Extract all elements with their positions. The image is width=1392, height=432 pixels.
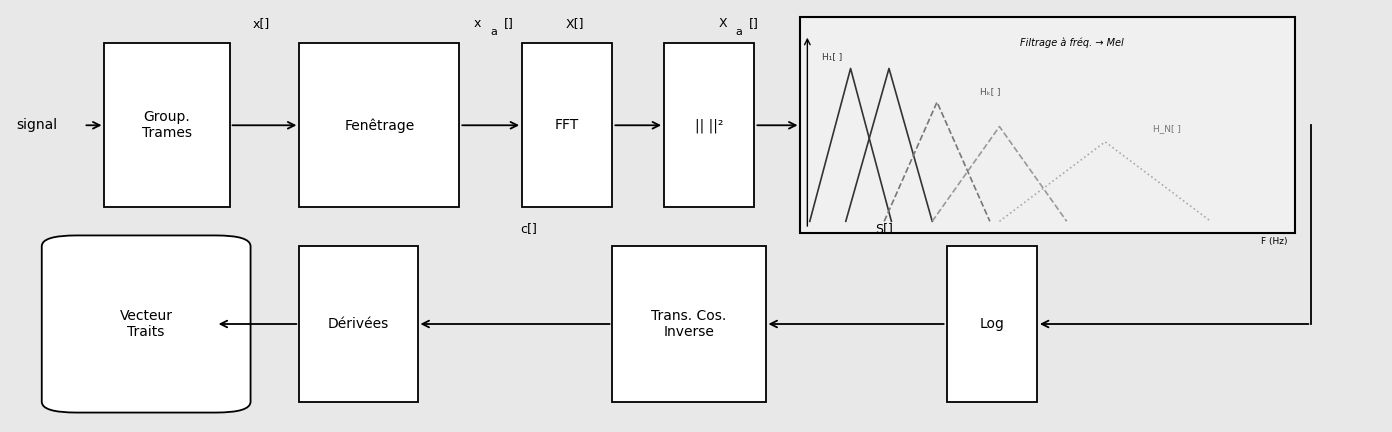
FancyBboxPatch shape (947, 246, 1037, 402)
FancyBboxPatch shape (800, 17, 1295, 233)
Text: X[]: X[] (565, 17, 585, 30)
Text: x[]: x[] (253, 17, 270, 30)
Text: FFT: FFT (555, 118, 579, 132)
Text: Fenêtrage: Fenêtrage (344, 118, 415, 133)
FancyBboxPatch shape (299, 246, 418, 402)
Text: []: [] (504, 17, 514, 30)
Text: Trans. Cos.
Inverse: Trans. Cos. Inverse (651, 309, 727, 339)
FancyBboxPatch shape (612, 246, 766, 402)
FancyBboxPatch shape (664, 43, 754, 207)
Text: []: [] (749, 17, 759, 30)
Text: Group.
Trames: Group. Trames (142, 110, 192, 140)
Text: x: x (473, 17, 480, 30)
Text: signal: signal (17, 118, 58, 132)
Text: Log: Log (980, 317, 1004, 331)
Text: || ||²: || ||² (695, 118, 724, 133)
Text: S[]: S[] (876, 222, 892, 235)
FancyBboxPatch shape (299, 43, 459, 207)
Text: X: X (718, 17, 727, 30)
Text: a: a (735, 27, 742, 37)
Text: Dérivées: Dérivées (327, 317, 390, 331)
Text: a: a (490, 27, 497, 37)
Text: Vecteur
Traits: Vecteur Traits (120, 309, 173, 339)
Text: c[]: c[] (521, 222, 537, 235)
FancyBboxPatch shape (104, 43, 230, 207)
FancyBboxPatch shape (42, 235, 251, 413)
FancyBboxPatch shape (522, 43, 612, 207)
